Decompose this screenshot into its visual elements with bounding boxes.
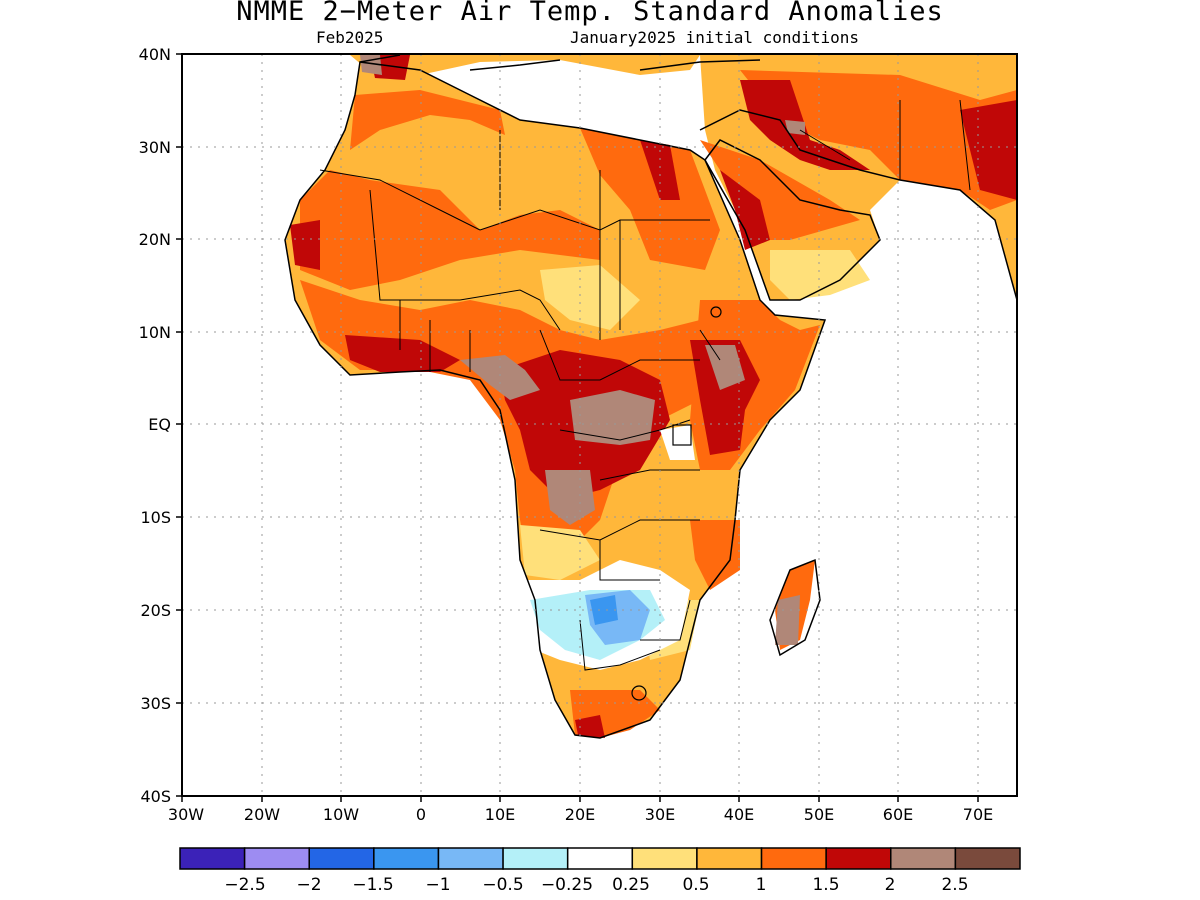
colorbar-swatch xyxy=(243,847,310,870)
colorbar xyxy=(179,847,1021,870)
colorbar-label: 1.5 xyxy=(812,875,839,895)
colorbar-label: 2.5 xyxy=(941,875,968,895)
colorbar-swatch xyxy=(890,847,957,870)
lat-label: 30N xyxy=(139,138,171,157)
lon-label: 30E xyxy=(645,805,675,824)
lon-label: 70E xyxy=(963,805,993,824)
colorbar-swatch xyxy=(179,847,246,870)
lon-label: 40E xyxy=(724,805,754,824)
colorbar-swatch xyxy=(566,847,634,870)
initial-conditions: January2025 initial conditions xyxy=(570,28,859,47)
colorbar-label: 2 xyxy=(885,875,896,895)
colorbar-label: −2 xyxy=(296,875,321,895)
lat-label: 40N xyxy=(139,45,171,64)
map-title: NMME 2−Meter Air Temp. Standard Anomalie… xyxy=(236,0,944,27)
colorbar-swatch xyxy=(373,847,440,870)
lat-label: EQ xyxy=(148,415,171,434)
colorbar-swatch xyxy=(437,847,504,870)
europe-landmass xyxy=(350,55,700,80)
lat-label: 10S xyxy=(140,508,171,527)
lat-label: 20S xyxy=(140,601,171,620)
lon-label: 50E xyxy=(804,805,834,824)
colorbar-label: −1.5 xyxy=(352,875,393,895)
colorbar-swatch xyxy=(954,847,1021,870)
map-field xyxy=(284,54,1017,739)
colorbar-swatch xyxy=(502,847,569,870)
lon-label: 0 xyxy=(416,805,426,824)
lon-label: 20E xyxy=(565,805,595,824)
colorbar-label: −2.5 xyxy=(224,875,265,895)
lat-label: 10N xyxy=(139,323,171,342)
colorbar-label: 0.25 xyxy=(612,875,650,895)
coastlines xyxy=(284,54,1017,739)
latitude-labels: 40N 30N 20N 10N EQ 10S 20S 30S 40S xyxy=(139,45,171,806)
colorbar-label: −1 xyxy=(425,875,450,895)
lat-label: 30S xyxy=(140,694,171,713)
colorbar-swatch xyxy=(308,847,375,870)
lon-label: 60E xyxy=(883,805,913,824)
lon-label: 10E xyxy=(485,805,515,824)
colorbar-swatch xyxy=(631,847,698,870)
map-frame xyxy=(181,53,1018,797)
colorbar-label: −0.5 xyxy=(482,875,523,895)
lat-label: 40S xyxy=(140,787,171,806)
longitude-labels: 30W 20W 10W 0 10E 20E 30E 40E 50E 60E 70… xyxy=(168,805,993,824)
colorbar-label: 1 xyxy=(756,875,767,895)
lon-label: 20W xyxy=(244,805,280,824)
forecast-month: Feb2025 xyxy=(316,28,384,47)
graticule xyxy=(182,54,1017,796)
colorbar-label: 0.5 xyxy=(682,875,709,895)
lon-label: 10W xyxy=(323,805,359,824)
colorbar-swatch xyxy=(825,847,892,870)
colorbar-swatch xyxy=(696,847,763,870)
colorbar-swatch xyxy=(760,847,827,870)
lat-label: 20N xyxy=(139,230,171,249)
colorbar-label: −0.25 xyxy=(541,875,593,895)
colorbar-labels: −2.5 −2 −1.5 −1 −0.5 −0.25 0.25 0.5 1 1.… xyxy=(224,875,968,895)
lon-label: 30W xyxy=(168,805,204,824)
